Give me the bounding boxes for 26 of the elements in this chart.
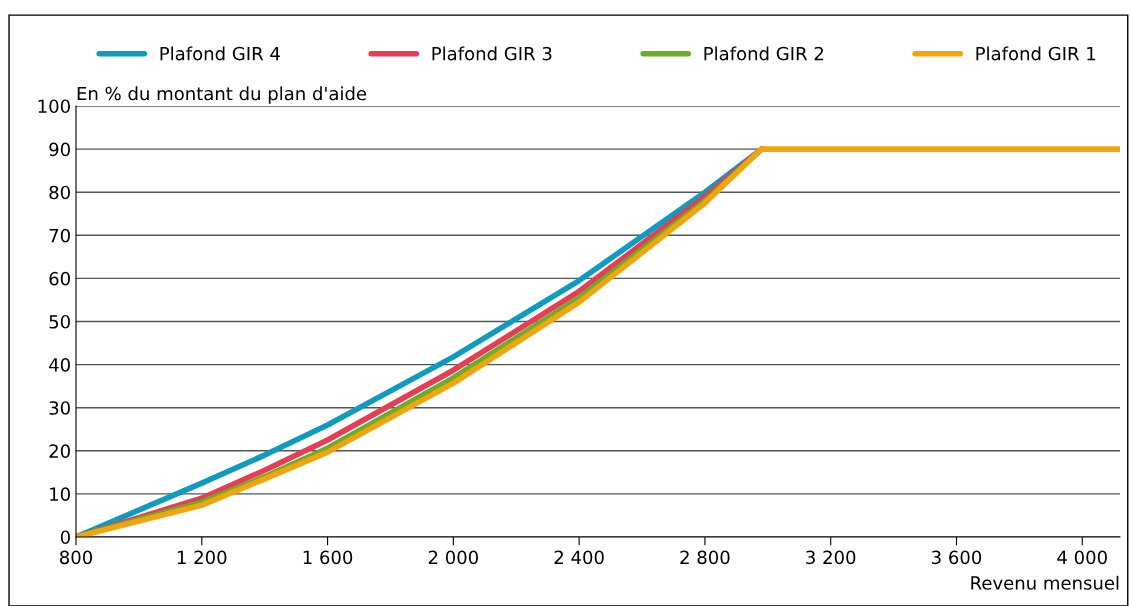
x-tick-label: 1 600	[303, 550, 353, 565]
x-tick-label: 1 200	[177, 550, 227, 565]
x-axis-title: Revenu mensuel	[971, 575, 1119, 590]
y-tick-label: 0	[60, 530, 70, 545]
x-tick-label: 2 400	[554, 550, 604, 565]
legend-label: Plafond GIR 2	[704, 46, 824, 61]
y-tick-label: 40	[49, 358, 70, 372]
x-tick-label: 4 000	[1057, 550, 1107, 565]
x-tick-label: 800	[59, 550, 93, 565]
y-tick-label: 10	[50, 487, 70, 502]
x-tick-label: 3 200	[806, 550, 856, 565]
legend-label: Plafond GIR 3	[432, 46, 552, 61]
y-tick-label: 50	[49, 314, 70, 329]
y-tick-label: 90	[49, 142, 70, 157]
y-tick-label: 80	[49, 185, 70, 200]
y-axis-title: En % du montant du plan d'aide	[77, 86, 367, 104]
y-tick-label: 100	[38, 99, 70, 114]
x-tick-label: 2 000	[428, 550, 478, 565]
legend-label: Plafond GIR 4	[160, 46, 280, 61]
x-tick-label: 3 600	[932, 550, 982, 565]
y-tick-label: 60	[49, 271, 70, 286]
y-tick-label: 30	[49, 401, 70, 415]
legend-label: Plafond GIR 1	[976, 46, 1096, 61]
x-tick-label: 2 800	[680, 550, 730, 565]
y-tick-label: 70	[49, 228, 70, 243]
y-tick-label: 20	[49, 444, 70, 458]
